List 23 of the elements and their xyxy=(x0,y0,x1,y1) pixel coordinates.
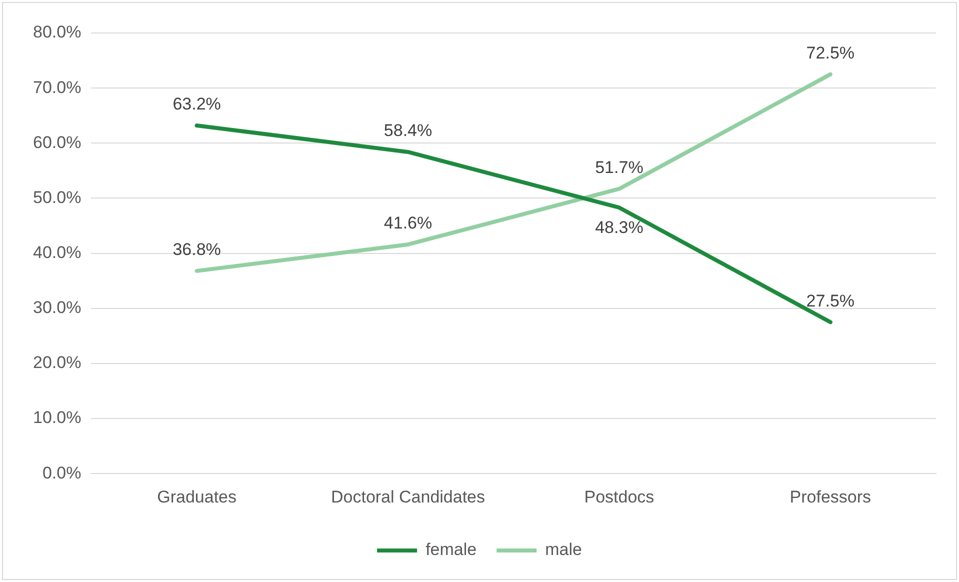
data-label: 27.5% xyxy=(806,291,854,310)
legend-label: male xyxy=(545,540,582,560)
data-label: 51.7% xyxy=(595,158,644,178)
x-tick-label: Graduates xyxy=(157,487,236,506)
y-tick-label: 10.0% xyxy=(33,408,82,428)
y-tick-label: 40.0% xyxy=(33,242,82,262)
x-tick-label: Postdocs xyxy=(584,487,654,506)
data-label: 63.2% xyxy=(172,94,221,114)
y-tick-label: 80.0% xyxy=(33,22,82,42)
x-tick-label: Doctoral Candidates xyxy=(330,487,486,506)
data-label: 36.8% xyxy=(172,240,221,260)
y-tick-label: 0.0% xyxy=(42,463,82,482)
y-tick-label: 70.0% xyxy=(33,78,82,97)
data-label: 58.4% xyxy=(384,121,432,140)
y-tick-label: 30.0% xyxy=(33,298,82,318)
y-tick-label: 20.0% xyxy=(33,353,82,372)
y-tick-label: 60.0% xyxy=(33,132,82,152)
data-label: 41.6% xyxy=(384,214,432,233)
x-tick-label: Professors xyxy=(790,487,872,506)
legend-label: female xyxy=(426,540,477,560)
data-label: 48.3% xyxy=(595,218,644,237)
data-label: 72.5% xyxy=(806,43,854,62)
y-tick-label: 50.0% xyxy=(33,188,82,207)
